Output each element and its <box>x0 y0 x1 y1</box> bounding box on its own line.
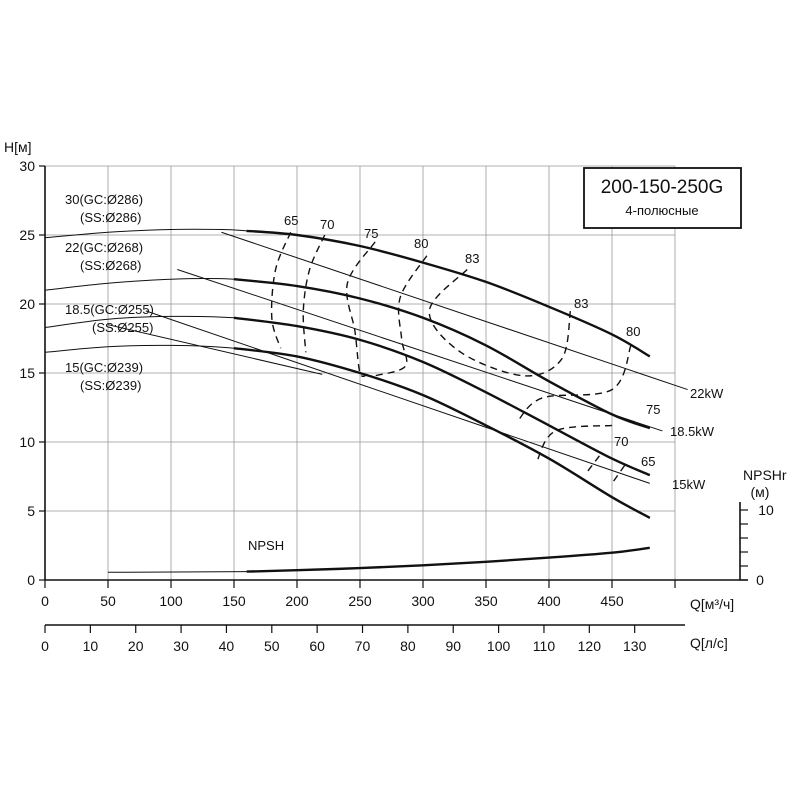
efficiency-isoline <box>428 269 572 377</box>
x-tick-label-m3h: 100 <box>159 593 183 609</box>
npsh-curve-extension <box>107 571 247 573</box>
power-label: 18.5kW <box>670 424 715 439</box>
npsh-axis-label: NPSHr <box>743 467 787 483</box>
npsh-curve <box>246 546 650 573</box>
npsh-tick-label: 0 <box>756 572 764 588</box>
efficiency-isoline <box>345 241 376 378</box>
x-tick-label-ls: 100 <box>487 638 511 654</box>
x-tick-label-ls: 70 <box>355 638 371 654</box>
curves-layer <box>44 228 688 573</box>
model-title: 200-150-250G <box>601 177 724 198</box>
y-tick-label: 25 <box>19 227 35 243</box>
x-tick-label-m3h: 400 <box>537 593 561 609</box>
efficiency-label: 80 <box>626 324 640 339</box>
model-subtitle: 4-полюсные <box>625 203 698 218</box>
npsh-tick-label: 10 <box>758 502 774 518</box>
impeller-label-line2: (SS:Ø255) <box>92 320 153 335</box>
impeller-label-line1: 15(GC:Ø239) <box>65 360 143 375</box>
y-tick-label: 15 <box>19 365 35 381</box>
efficiency-label: 83 <box>465 251 479 266</box>
impeller-curve-operating <box>233 278 651 430</box>
x-tick-label-m3h: 350 <box>474 593 498 609</box>
efficiency-label: 75 <box>646 402 660 417</box>
efficiency-label: 70 <box>614 434 628 449</box>
power-line <box>145 310 650 484</box>
impeller-curve <box>44 277 650 429</box>
power-label: 15kW <box>672 477 706 492</box>
impeller-label-line2: (SS:Ø286) <box>80 210 141 225</box>
efficiency-isoline <box>302 234 326 353</box>
x-tick-label-ls: 110 <box>533 638 556 654</box>
efficiency-isoline <box>270 231 292 349</box>
x-tick-label-ls: 20 <box>128 638 144 654</box>
x-tick-label-ls: 130 <box>623 638 647 654</box>
x-tick-label-ls: 30 <box>173 638 189 654</box>
npsh-curve-label: NPSH <box>248 538 284 553</box>
x-tick-label-m3h: 450 <box>600 593 624 609</box>
x-tick-label-m3h: 150 <box>222 593 246 609</box>
y-tick-label: 20 <box>19 296 35 312</box>
npsh-axis-unit: (м) <box>751 484 770 500</box>
efficiency-isoline <box>586 455 600 473</box>
power-labels: 22kW 18.5kW 15kW <box>670 386 724 492</box>
x-tick-label-m3h: 250 <box>348 593 372 609</box>
impeller-labels: 30(GC:Ø286) (SS:Ø286) 22(GC:Ø268) (SS:Ø2… <box>65 192 154 393</box>
x-tick-label-m3h: 300 <box>411 593 435 609</box>
y-tick-label: 0 <box>27 572 35 588</box>
impeller-label-line1: 18.5(GC:Ø255) <box>65 302 154 317</box>
x-tick-label-ls: 80 <box>400 638 416 654</box>
efficiency-labels: 65 70 75 80 83 83 80 75 70 65 <box>284 213 660 469</box>
impeller-label-line2: (SS:Ø268) <box>80 258 141 273</box>
x-tick-label-m3h: 0 <box>41 593 49 609</box>
x-tick-label-ls: 60 <box>309 638 325 654</box>
impeller-curve-operating <box>246 229 651 358</box>
efficiency-label: 75 <box>364 226 378 241</box>
y-axis-label: H[м] <box>4 139 32 155</box>
efficiency-label: 83 <box>574 296 588 311</box>
efficiency-label: 70 <box>320 217 334 232</box>
efficiency-isoline <box>535 424 613 464</box>
x-tick-label-ls: 50 <box>264 638 280 654</box>
efficiency-label: 80 <box>414 236 428 251</box>
x-tick-label-ls: 40 <box>219 638 235 654</box>
efficiency-isoline <box>611 465 626 484</box>
title-box-frame <box>583 167 742 229</box>
model-title-box: 200-150-250G 4-полюсные <box>583 167 742 229</box>
impeller-label-line1: 30(GC:Ø286) <box>65 192 143 207</box>
y-tick-label: 5 <box>27 503 35 519</box>
efficiency-label: 65 <box>641 454 655 469</box>
x-tick-label-ls: 0 <box>41 638 49 654</box>
impeller-curve-operating <box>233 347 651 519</box>
impeller-label-line2: (SS:Ø239) <box>80 378 141 393</box>
x-tick-label-ls: 90 <box>445 638 461 654</box>
y-tick-label: 30 <box>19 158 35 174</box>
impeller-label-line1: 22(GC:Ø268) <box>65 240 143 255</box>
x-tick-label-m3h: 200 <box>285 593 309 609</box>
x-axis-label-m3h: Q[м³/ч] <box>690 596 734 612</box>
power-line <box>177 269 663 432</box>
x-tick-label-ls: 120 <box>578 638 602 654</box>
x-tick-label-ls: 10 <box>83 638 99 654</box>
x-tick-label-m3h: 50 <box>100 593 116 609</box>
x-axis-label-ls: Q[л/с] <box>690 635 728 651</box>
efficiency-isoline <box>516 345 632 422</box>
efficiency-label: 65 <box>284 213 298 228</box>
power-label: 22kW <box>690 386 724 401</box>
impeller-curve-operating <box>233 316 651 477</box>
y-tick-label: 10 <box>19 434 35 450</box>
power-line <box>107 324 323 375</box>
power-line <box>221 231 688 391</box>
